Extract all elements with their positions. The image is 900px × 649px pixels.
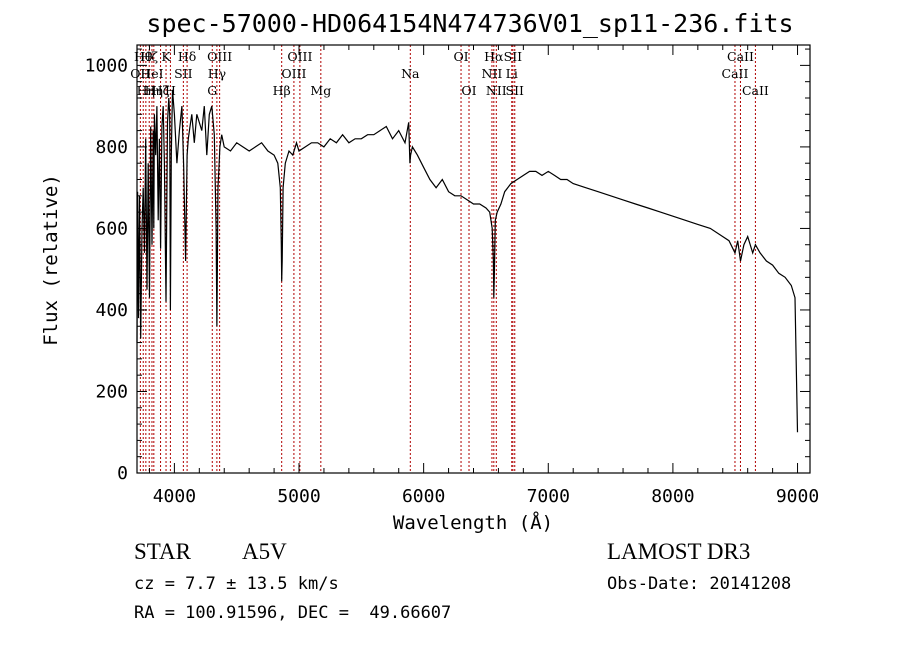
x-tick-label: 9000 [776, 486, 819, 507]
object-class: STAR [134, 539, 191, 564]
plot-frame [136, 44, 811, 474]
line-label-19: OI [453, 49, 468, 64]
x-tick-label: 4000 [153, 486, 196, 507]
x-tick-label: 8000 [651, 486, 694, 507]
line-label-25: SII [504, 49, 523, 64]
object-subclass: A5V [242, 539, 287, 564]
line-label-2: Hη [137, 83, 155, 98]
x-tick-label: 7000 [527, 486, 570, 507]
line-label-29: CaII [742, 83, 769, 98]
line-label-11: G [207, 83, 217, 98]
line-label-10: Hδ [178, 49, 196, 64]
y-tick-label: 400 [95, 300, 128, 321]
line-label-20: OI [461, 83, 476, 98]
obs-date: Obs-Date: 20141208 [607, 574, 792, 594]
line-label-8: H [165, 83, 176, 98]
line-label-5: Hη [145, 83, 163, 98]
chart-title: spec-57000-HD064154N474736V01_sp11-236.f… [146, 9, 793, 38]
line-label-18: Na [401, 66, 420, 81]
y-tick-label: 600 [95, 218, 128, 239]
line-label-13: OIII [207, 49, 232, 64]
y-tick-label: 800 [95, 137, 128, 158]
y-tick-label: 200 [95, 381, 128, 402]
y-tick-label: 0 [117, 463, 128, 484]
line-label-14: Hβ [273, 83, 291, 98]
coordinates-readout: RA = 100.91596, DEC = 49.66607 [134, 603, 452, 623]
x-tick-label: 6000 [402, 486, 445, 507]
line-labels-layer: OIIHθHηHζHeIHηHζKHSIIHδGHγOIIIHβOIIIOIII… [130, 49, 769, 98]
x-axis-label: Wavelength (Å) [393, 511, 553, 534]
line-label-4: HeI [140, 66, 163, 81]
y-ticks: 0 200 400 600 800 1000 [85, 48, 810, 484]
line-label-21: NII [482, 66, 503, 81]
line-label-23: NII [486, 83, 507, 98]
line-label-24: Li [506, 66, 518, 81]
line-label-12: Hγ [208, 66, 226, 81]
line-label-27: CaII [722, 66, 749, 81]
line-label-15: OIII [281, 66, 306, 81]
line-label-0: OII [130, 66, 150, 81]
line-label-1: Hθ [134, 49, 152, 64]
line-label-17: Mg [310, 83, 331, 98]
line-label-7: K [161, 49, 171, 64]
line-label-6: Hζ [152, 83, 170, 98]
line-marks-layer [139, 45, 756, 473]
line-label-9: SII [174, 66, 193, 81]
line-label-26: SII [506, 83, 525, 98]
spectrum-line [136, 89, 799, 433]
x-tick-label: 5000 [277, 486, 320, 507]
x-ticks: 4000 5000 6000 7000 8000 9000 [148, 45, 819, 507]
line-label-3: Hζ [140, 49, 158, 64]
redshift-readout: cz = 7.7 ± 13.5 km/s [134, 574, 339, 594]
y-tick-label: 1000 [85, 55, 128, 76]
line-label-22: Hα [484, 49, 504, 64]
y-axis-label: Flux (relative) [40, 174, 62, 346]
line-label-28: CaII [727, 49, 754, 64]
line-label-16: OIII [287, 49, 312, 64]
survey-name: LAMOST DR3 [607, 539, 751, 564]
